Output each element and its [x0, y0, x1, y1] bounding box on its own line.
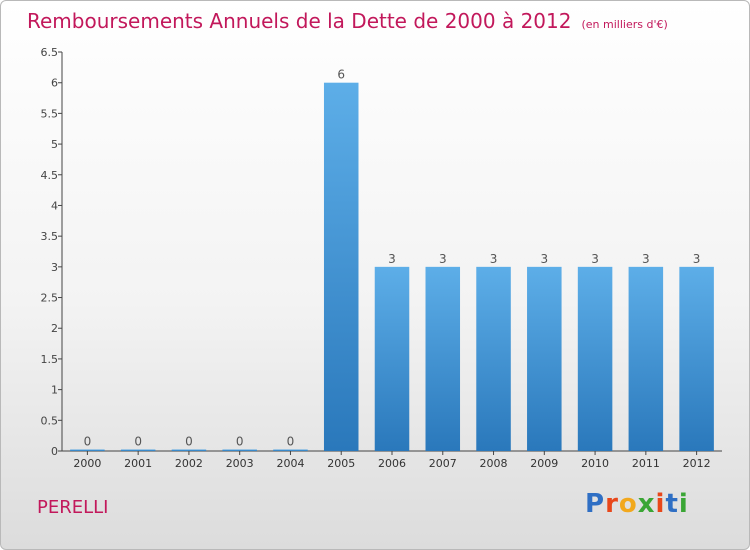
y-tick-label: 3: [51, 261, 58, 274]
x-tick-label: 2003: [226, 457, 254, 470]
title-text: Remboursements Annuels de la Dette de 20…: [27, 9, 572, 33]
chart-subtitle: (en milliers d'€): [581, 18, 668, 31]
bar: [527, 266, 562, 451]
bar: [577, 266, 613, 451]
bar: [679, 266, 714, 451]
y-tick-label: 1.5: [41, 353, 59, 366]
y-tick-label: 5: [51, 138, 58, 151]
bars: [70, 82, 714, 451]
y-tick-label: 4: [51, 199, 58, 212]
bar: [171, 449, 207, 451]
brand-letter: i: [678, 489, 689, 519]
x-tick-label: 2009: [530, 457, 558, 470]
bar: [120, 449, 156, 451]
y-tick-label: 2.5: [41, 292, 59, 305]
y-tick-label: 0: [51, 445, 58, 458]
data-label: 0: [134, 435, 142, 449]
bar: [476, 266, 511, 451]
x-tick-label: 2012: [683, 457, 711, 470]
y-tick-label: 3.5: [41, 230, 59, 243]
data-label: 6: [337, 68, 345, 82]
brand-letter: P: [585, 489, 606, 519]
data-labels: 0 0 0 0 0 6 3 3 3 3 3 3 3: [84, 68, 701, 449]
brand-logo: Proxiti: [585, 489, 689, 519]
bar: [323, 82, 359, 451]
y-tick-label: 0.5: [41, 414, 59, 427]
data-label: 3: [540, 252, 548, 266]
bar: [628, 266, 664, 451]
data-label: 0: [287, 435, 295, 449]
data-label: 3: [388, 252, 396, 266]
x-tick-label: 2008: [480, 457, 508, 470]
brand-letter: t: [665, 489, 679, 519]
y-tick-label: 6.5: [41, 46, 59, 59]
brand-letter: o: [618, 489, 638, 519]
data-label: 0: [185, 435, 193, 449]
axes: 0 0.5 1 1.5 2 2.5 3 3.5 4 4.5 5 5.5 6 6.5 2000 2001 2002…: [41, 46, 722, 470]
data-label: 0: [84, 435, 92, 449]
y-tick-label: 1: [51, 384, 58, 397]
x-tick-label: 2010: [581, 457, 609, 470]
x-tick-label: 2011: [632, 457, 660, 470]
brand-letter: x: [637, 489, 656, 519]
bar: [374, 266, 410, 451]
data-label: 3: [693, 252, 701, 266]
x-tick-label: 2005: [327, 457, 355, 470]
bar: [70, 449, 105, 451]
commune-name: PERELLI: [37, 497, 109, 518]
x-tick-label: 2001: [124, 457, 152, 470]
y-tick-label: 2: [51, 322, 58, 335]
y-tick-label: 6: [51, 77, 58, 90]
x-tick-label: 2006: [378, 457, 406, 470]
data-label: 3: [642, 252, 650, 266]
x-tick-label: 2004: [276, 457, 304, 470]
x-tick-label: 2002: [175, 457, 203, 470]
x-tick-label: 2000: [73, 457, 101, 470]
data-label: 3: [591, 252, 599, 266]
bar: [425, 266, 461, 451]
brand-letter: i: [655, 489, 666, 519]
chart-title: Remboursements Annuels de la Dette de 20…: [27, 9, 668, 33]
bar: [273, 449, 308, 451]
brand-letter: r: [605, 489, 619, 519]
data-label: 3: [439, 252, 447, 266]
data-label: 0: [236, 435, 244, 449]
y-tick-label: 4.5: [41, 169, 59, 182]
x-tick-label: 2007: [429, 457, 457, 470]
y-tick-label: 5.5: [41, 107, 59, 120]
data-label: 3: [490, 252, 498, 266]
bar: [222, 449, 257, 451]
